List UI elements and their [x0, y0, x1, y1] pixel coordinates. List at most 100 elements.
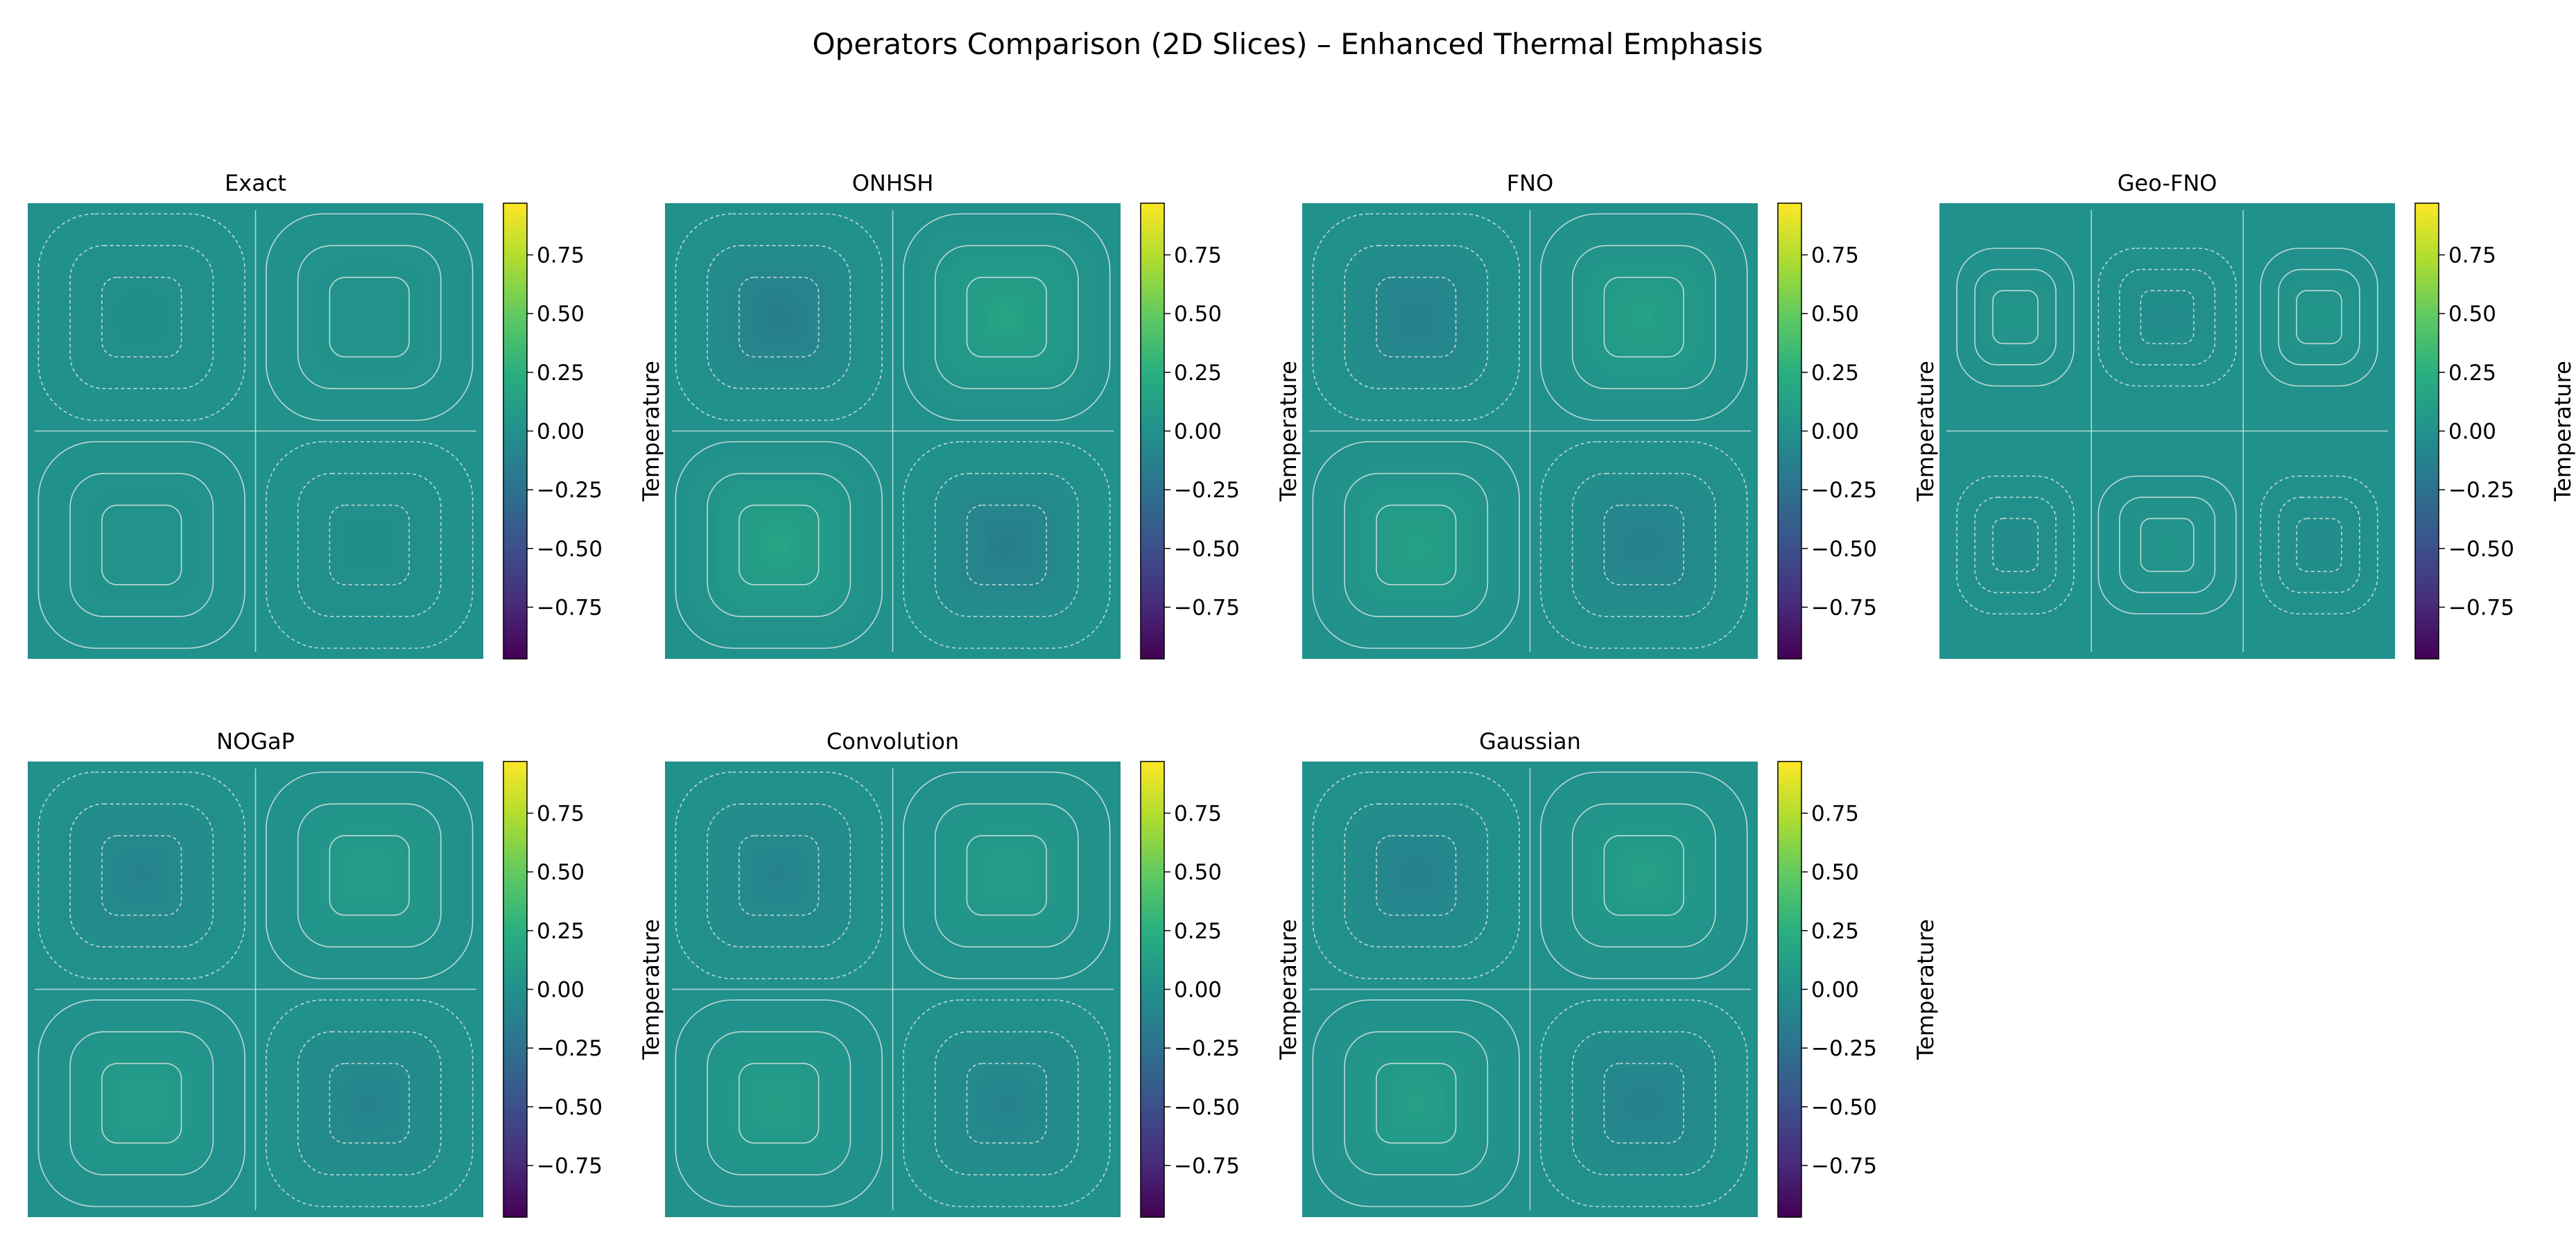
contour-line	[1312, 213, 1520, 421]
colorbar-tick-label: 0.25	[1811, 919, 1859, 944]
colorbar-label: Temperature	[1275, 919, 1302, 1060]
contour-line	[675, 213, 883, 421]
colorbar	[1140, 761, 1165, 1218]
contour-line	[934, 1031, 1079, 1176]
heatmap-shade	[1407, 535, 1426, 554]
contour-line	[1571, 803, 1716, 948]
colorbar-tick-label: 0.00	[1174, 978, 1222, 1003]
heatmap-shade	[997, 308, 1016, 327]
colorbar-tick-label: 0.75	[1174, 243, 1222, 268]
heatmap-shade	[770, 866, 788, 885]
colorbar	[2414, 203, 2439, 660]
heatmap-shade	[1407, 1094, 1426, 1112]
contour-line	[1376, 504, 1457, 585]
panel-title: Geo-FNO	[2118, 170, 2218, 196]
contour-line	[69, 803, 214, 948]
contour-line	[1603, 277, 1684, 358]
contour-line	[738, 504, 820, 585]
contour-line	[2140, 517, 2195, 572]
contour-line	[1344, 1031, 1489, 1176]
contour-line	[37, 441, 245, 649]
colorbar-label: Temperature	[2550, 361, 2576, 502]
contour-line	[2260, 475, 2378, 614]
contour-line	[297, 245, 442, 390]
contour-line	[675, 441, 883, 649]
colorbar-tick-label: 0.75	[537, 243, 585, 268]
heatmap-shade	[2009, 311, 2022, 324]
heatmap-shade	[1634, 535, 1653, 554]
colorbar-tick-label: −0.50	[1811, 1095, 1877, 1120]
colorbar-tick-label: 0.00	[1811, 978, 1859, 1003]
heatmap-shade	[360, 308, 379, 327]
contour-line	[738, 277, 820, 358]
contour-line	[903, 441, 1111, 649]
contour-line	[1540, 441, 1748, 649]
colorbar-tick-label: −0.25	[1811, 1036, 1877, 1061]
colorbar-tick-label: 0.75	[537, 802, 585, 827]
colorbar-tick-label: 0.50	[1174, 860, 1222, 885]
colorbar-tick-label: 0.50	[2448, 302, 2496, 327]
contour-line	[2118, 497, 2216, 594]
heatmap-shade	[1407, 866, 1426, 885]
colorbar-tick-label: 0.75	[2448, 243, 2496, 268]
contour-line	[2118, 268, 2216, 365]
contour-line	[101, 835, 182, 916]
colorbar-tick-label: 0.75	[1811, 243, 1859, 268]
contour-line	[966, 277, 1047, 358]
contour-line	[2296, 290, 2342, 345]
panel-exact: Exact −0.75 −0.50 −0.25 0.00 0.25 0.50 0.75 Temp…	[28, 170, 664, 660]
heatmap-shade	[2313, 538, 2326, 551]
contour-line	[2278, 268, 2360, 365]
colorbar-tick-label: −0.25	[537, 478, 603, 503]
contour-line	[1344, 472, 1489, 617]
contour-line	[1571, 245, 1716, 390]
panel-fno: FNO −0.75 −0.50 −0.25 0.00 0.25 0.50 0.75 Temper…	[1302, 170, 1939, 660]
contour-line	[329, 835, 410, 916]
contour-line	[903, 999, 1111, 1207]
colorbar-tick-label: −0.75	[1174, 595, 1240, 620]
heatmap-shade	[1634, 866, 1653, 885]
heatmap-shade	[132, 1094, 151, 1112]
contour-line	[69, 245, 214, 390]
contour-line	[675, 771, 883, 979]
contour-line	[297, 803, 442, 948]
colorbar-tick-label: −0.50	[2448, 537, 2514, 562]
heatmap-shade	[132, 535, 151, 554]
contour-line	[266, 213, 474, 421]
heatmap-shade	[1634, 1094, 1653, 1112]
contour-line	[1603, 1063, 1684, 1144]
colorbar-tick-label: −0.50	[537, 1095, 603, 1120]
panels: Exact −0.75 −0.50 −0.25 0.00 0.25 0.50 0.75 Temp…	[28, 170, 2576, 1218]
contour-line	[69, 1031, 214, 1176]
heatmap-shade	[2313, 311, 2326, 324]
panel-title: FNO	[1507, 170, 1554, 196]
panel-title: Exact	[225, 170, 286, 196]
panel-gaussian: Gaussian −0.75 −0.50 −0.25 0.00 0.25 0.50 0.75 T…	[1302, 728, 1939, 1218]
contour-line	[1974, 497, 2057, 594]
contour-line	[738, 835, 820, 916]
heatmap-shade	[2161, 538, 2174, 551]
contour-line	[1603, 835, 1684, 916]
colorbar-tick-label: −0.75	[1811, 1153, 1877, 1178]
contour-line	[1540, 213, 1748, 421]
panel-title: Convolution	[827, 728, 959, 755]
colorbar-tick-label: −0.50	[1174, 1095, 1240, 1120]
contour-line	[707, 803, 852, 948]
colorbar-tick-label: 0.00	[2448, 420, 2496, 445]
colorbar-tick-label: 0.00	[537, 978, 585, 1003]
contour-line	[2098, 248, 2237, 387]
contour-line	[966, 835, 1047, 916]
contour-line	[1376, 277, 1457, 358]
colorbar-tick-label: −0.75	[1811, 595, 1877, 620]
colorbar-label: Temperature	[638, 919, 664, 1060]
contour-line	[37, 771, 245, 979]
colorbar-tick-label: −0.25	[2448, 478, 2514, 503]
contour-line	[2140, 290, 2195, 345]
colorbar-label: Temperature	[1275, 361, 1302, 502]
contour-line	[934, 472, 1079, 617]
figure-title: Operators Comparison (2D Slices) – Enhan…	[812, 27, 1763, 61]
colorbar-tick-label: −0.75	[1174, 1153, 1240, 1178]
colorbar	[1140, 203, 1165, 660]
heatmap-shade	[1634, 308, 1653, 327]
contour-line	[266, 999, 474, 1207]
